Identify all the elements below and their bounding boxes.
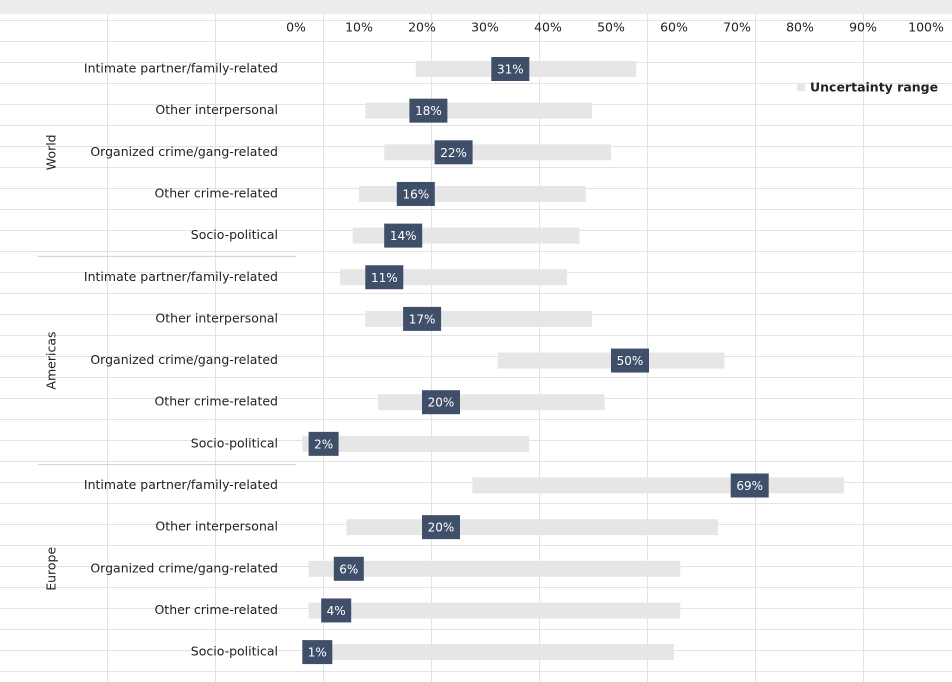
category-label: Intimate partner/family-related <box>84 269 278 284</box>
x-tick-label: 90% <box>849 20 877 35</box>
value-label: 20% <box>428 521 455 535</box>
value-box <box>434 140 473 165</box>
value-label: 14% <box>390 229 417 243</box>
category-label: Organized crime/gang-related <box>90 352 278 367</box>
category-label: Other interpersonal <box>155 310 278 325</box>
legend-swatch <box>797 83 805 91</box>
value-box <box>384 223 423 248</box>
x-tick-label: 40% <box>534 20 562 35</box>
category-label: Organized crime/gang-related <box>90 144 278 159</box>
category-label: Other interpersonal <box>155 519 278 534</box>
x-tick-label: 10% <box>345 20 373 35</box>
value-box <box>409 98 448 123</box>
value-label: 2% <box>314 437 333 451</box>
value-box <box>422 515 460 540</box>
value-box <box>730 473 769 498</box>
value-label: 4% <box>327 604 346 618</box>
uncertainty-range <box>302 435 530 452</box>
x-tick-label: 80% <box>786 20 814 35</box>
legend-label: Uncertainty range <box>810 80 938 95</box>
uncertainty-range <box>308 644 674 661</box>
group-label: World <box>44 134 59 170</box>
x-tick-label: 0% <box>286 20 306 35</box>
category-label: Other crime-related <box>154 185 278 200</box>
value-label: 69% <box>736 479 763 493</box>
uncertainty-range <box>308 560 681 577</box>
value-label: 50% <box>617 354 644 368</box>
sheet-top-bar <box>0 0 952 14</box>
category-label: Other crime-related <box>154 602 278 617</box>
x-tick-label: 30% <box>471 20 499 35</box>
value-box <box>365 265 404 290</box>
value-label: 31% <box>497 63 524 77</box>
value-label: 11% <box>371 271 398 285</box>
uncertainty-range <box>384 144 611 161</box>
category-label: Organized crime/gang-related <box>90 560 278 575</box>
value-box <box>333 556 364 581</box>
value-label: 1% <box>308 646 327 660</box>
value-box <box>611 348 649 373</box>
value-box <box>302 640 333 665</box>
uncertainty-range <box>346 519 719 536</box>
category-label: Socio-political <box>191 227 278 242</box>
category-label: Other interpersonal <box>155 102 278 117</box>
x-tick-label: 100% <box>908 20 944 35</box>
value-label: 6% <box>339 562 358 576</box>
group-label: Europe <box>44 547 59 591</box>
uncertainty-range <box>365 310 593 327</box>
x-tick-label: 50% <box>597 20 625 35</box>
group-label: Americas <box>44 332 59 390</box>
category-label: Socio-political <box>191 435 278 450</box>
value-label: 22% <box>440 146 467 160</box>
value-box <box>422 390 460 415</box>
value-box <box>491 57 530 81</box>
value-box <box>403 306 442 331</box>
category-label: Socio-political <box>191 644 278 659</box>
value-box <box>321 598 352 623</box>
value-label: 20% <box>428 396 455 410</box>
uncertainty-range <box>359 185 586 202</box>
value-label: 16% <box>402 187 429 201</box>
category-label: Intimate partner/family-related <box>84 61 278 76</box>
uncertainty-range <box>308 602 681 619</box>
value-box <box>396 181 435 206</box>
category-label: Intimate partner/family-related <box>84 477 278 492</box>
x-tick-label: 60% <box>660 20 688 35</box>
value-label: 17% <box>409 312 436 326</box>
x-tick-label: 20% <box>408 20 436 35</box>
x-tick-label: 70% <box>723 20 751 35</box>
uncertainty-range <box>377 394 605 411</box>
uncertainty-range <box>365 102 593 119</box>
category-label: Other crime-related <box>154 394 278 409</box>
uncertainty-range <box>472 477 845 494</box>
value-label: 18% <box>415 104 442 118</box>
value-box <box>308 431 339 456</box>
